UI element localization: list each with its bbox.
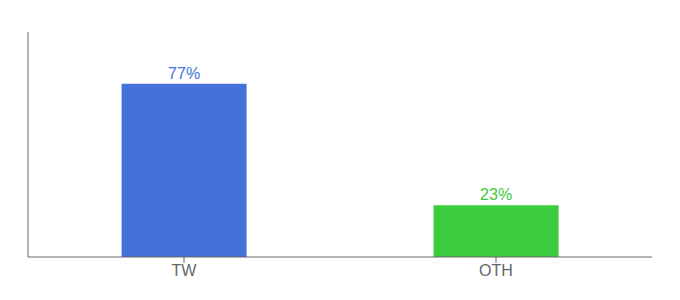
svg-text:77%: 77%: [168, 65, 200, 82]
svg-text:TW: TW: [172, 262, 198, 279]
svg-text:23%: 23%: [480, 186, 512, 203]
svg-text:OTH: OTH: [479, 262, 513, 279]
